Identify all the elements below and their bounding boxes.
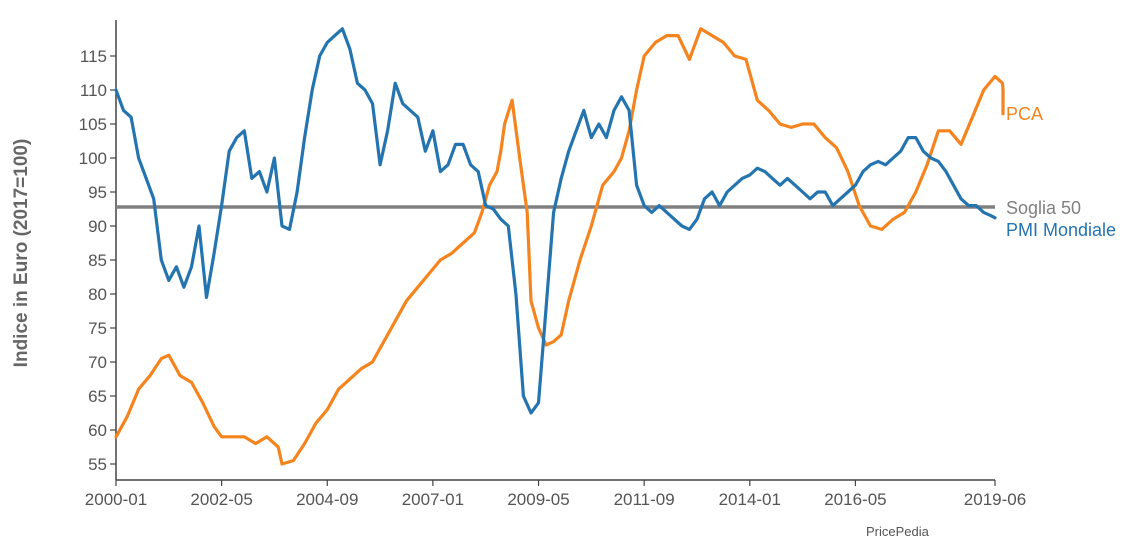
series-label-pmi: PMI Mondiale (1006, 220, 1116, 240)
y-tick-label: 70 (88, 353, 107, 372)
y-tick-label: 100 (79, 149, 107, 168)
y-tick-label: 110 (80, 81, 107, 100)
x-tick-label: 2004-09 (296, 490, 358, 509)
x-tick-label: 2014-01 (719, 490, 781, 509)
y-axis-label: Indice in Euro (2017=100) (11, 139, 32, 368)
y-tick-label: 90 (88, 217, 107, 236)
y-tick-label: 65 (88, 387, 107, 406)
x-tick-label: 2009-05 (507, 490, 569, 509)
x-tick-label: 2011-09 (614, 490, 675, 509)
x-tick-label: 2019-06 (964, 490, 1026, 509)
series-lines (114, 27, 1005, 466)
series-line-pca (114, 27, 1005, 466)
x-tick-label: 2000-01 (85, 490, 147, 509)
y-tick-label: 60 (88, 421, 107, 440)
y-tick-label: 85 (88, 251, 107, 270)
y-tick-label: 95 (88, 183, 107, 202)
y-tick-label: 75 (88, 319, 107, 338)
source-credit: PricePedia (866, 524, 930, 539)
y-tick-label: 55 (88, 455, 107, 474)
y-tick-label: 105 (79, 115, 107, 134)
y-axis: 55 60 65 70 75 80 85 90 95 100 105 110 115 (79, 20, 117, 480)
x-tick-label: 2002-05 (190, 490, 252, 509)
series-line-pmi-mondiale (114, 27, 997, 415)
y-tick-label: 80 (88, 285, 107, 304)
y-tick-label: 115 (80, 47, 107, 66)
x-tick-label: 2016-05 (824, 490, 886, 509)
x-tick-label: 2007-01 (402, 490, 464, 509)
x-axis: 2000-01 2002-05 2004-09 2007-01 2009-05 2011-… (85, 479, 1026, 509)
series-label-pca: PCA (1006, 104, 1043, 124)
series-label-soglia: Soglia 50 (1006, 198, 1081, 218)
